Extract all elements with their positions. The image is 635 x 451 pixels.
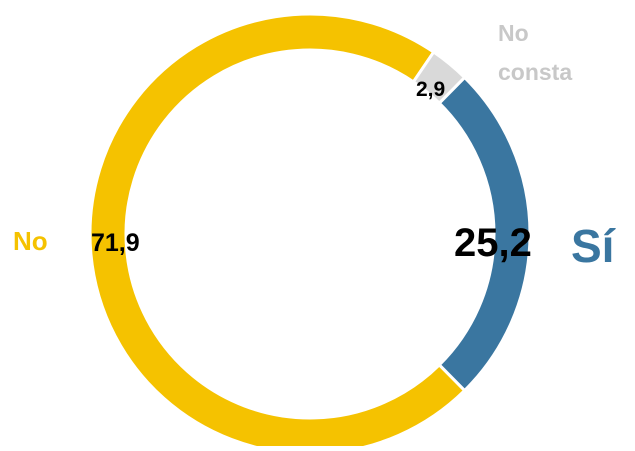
slice-name-si: Sí [571, 220, 617, 272]
slice-value-si: 25,2 [454, 221, 532, 265]
slice-name-no-consta-line2: consta [498, 59, 572, 85]
donut-slices [88, 12, 532, 451]
slice-name-no: No [13, 226, 48, 256]
slice-value-no: 71,9 [91, 229, 140, 257]
slice-name-no-consta-line1: No [498, 20, 529, 46]
slice-value-no-consta: 2,9 [416, 78, 445, 101]
slice-no-consta [411, 49, 467, 106]
slice-no [88, 12, 467, 451]
